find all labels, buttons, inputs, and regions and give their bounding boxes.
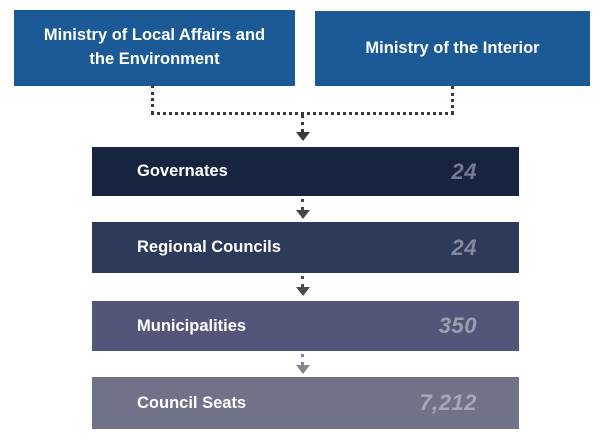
row-regional-councils-label: Regional Councils — [137, 238, 281, 256]
ministry-interior-label: Ministry of the Interior — [365, 38, 540, 57]
ministry-interior-box: Ministry of the Interior — [315, 11, 590, 86]
ministry-local-affairs-box: Ministry of Local Affairs and the Enviro… — [14, 10, 295, 86]
arrow-stem-3 — [301, 354, 304, 365]
row-council-seats-value: 7,212 — [419, 390, 477, 415]
row-regional-councils: Regional Councils 24 — [92, 222, 519, 273]
down-arrow-icon — [296, 210, 310, 219]
down-arrow-icon — [296, 287, 310, 296]
ministry-local-affairs-label: Ministry of Local Affairs and the Enviro… — [43, 26, 266, 68]
row-council-seats: Council Seats 7,212 — [92, 377, 519, 429]
row-municipalities-label: Municipalities — [137, 316, 247, 335]
connector-stem-right — [451, 86, 454, 114]
down-arrow-icon — [296, 365, 310, 374]
connector-stem-left — [151, 85, 154, 114]
row-governates: Governates 24 — [92, 147, 519, 196]
arrow-stem-1 — [301, 199, 304, 210]
row-municipalities: Municipalities 350 — [92, 301, 519, 351]
row-governates-label: Governates — [137, 162, 228, 180]
connector-horizontal-line — [151, 112, 454, 115]
arrow-stem-2 — [301, 276, 304, 287]
down-arrow-icon — [296, 132, 310, 141]
row-council-seats-label: Council Seats — [137, 393, 247, 412]
row-regional-councils-value: 24 — [451, 234, 477, 260]
row-governates-value: 24 — [451, 158, 477, 184]
connector-stem-center — [301, 115, 304, 132]
row-municipalities-value: 350 — [438, 313, 477, 338]
